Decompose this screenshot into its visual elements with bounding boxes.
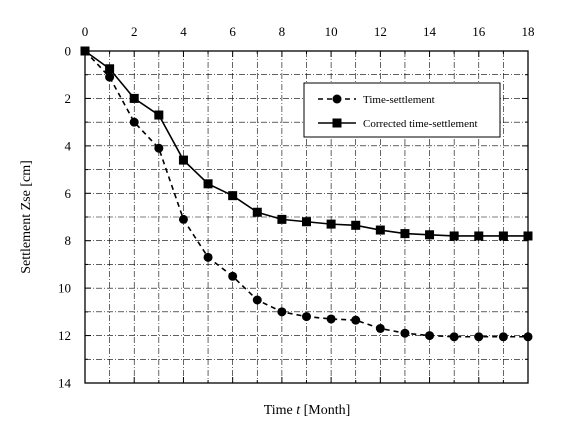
x-axis-title: Time t [Month] [264, 403, 351, 418]
x-tick-label: 2 [131, 24, 138, 39]
y-tick-label: 14 [58, 376, 72, 391]
y-tick-label: 4 [65, 138, 72, 153]
data-point-corrected-time-settlement [129, 93, 139, 103]
data-point-corrected-time-settlement [105, 64, 115, 74]
data-point-time-settlement [400, 328, 410, 338]
data-point-corrected-time-settlement [498, 231, 508, 241]
data-point-time-settlement [178, 214, 188, 224]
data-point-corrected-time-settlement [203, 179, 213, 189]
legend-marker-time-settlement [332, 94, 342, 104]
data-point-time-settlement [228, 271, 238, 281]
x-tick-label: 18 [522, 24, 535, 39]
data-point-time-settlement [449, 332, 459, 342]
data-point-time-settlement [425, 331, 435, 341]
legend-box [303, 82, 501, 138]
x-tick-label: 10 [325, 24, 338, 39]
data-point-time-settlement [154, 143, 164, 153]
y-axis-title: Settlement Zse [cm] [19, 160, 34, 274]
y-tick-label: 8 [65, 233, 72, 248]
data-point-time-settlement [302, 312, 311, 322]
data-point-corrected-time-settlement [302, 217, 311, 227]
x-tick-label: 14 [423, 24, 437, 39]
y-tick-label: 12 [58, 328, 71, 343]
data-point-corrected-time-settlement [400, 229, 410, 239]
data-point-time-settlement [203, 252, 213, 262]
data-point-time-settlement [105, 72, 115, 82]
data-point-corrected-time-settlement [474, 231, 484, 241]
data-point-time-settlement [277, 307, 287, 317]
x-axis-title-unit: [Month] [300, 403, 350, 418]
y-tick-label: 2 [65, 91, 72, 106]
data-point-corrected-time-settlement [449, 231, 459, 241]
legend-label-time-settlement: Time-settlement [363, 94, 435, 106]
data-point-corrected-time-settlement [252, 207, 262, 217]
legend-marker-corrected [332, 118, 342, 128]
x-axis-title-variable: t [296, 403, 301, 418]
data-point-time-settlement [498, 332, 508, 342]
data-point-corrected-time-settlement [277, 214, 287, 224]
data-point-corrected-time-settlement [154, 110, 164, 120]
data-point-time-settlement [351, 315, 361, 325]
data-point-corrected-time-settlement [351, 220, 361, 230]
y-tick-label: 10 [58, 281, 71, 296]
legend: Time-settlement Corrected time-settlemen… [303, 82, 501, 138]
x-tick-label: 16 [472, 24, 486, 39]
data-point-corrected-time-settlement [425, 230, 435, 240]
x-tick-label: 4 [180, 24, 187, 39]
y-tick-label: 0 [65, 44, 72, 59]
legend-label-corrected: Corrected time-settlement [363, 118, 478, 130]
x-axis-title-prefix: Time [264, 403, 297, 418]
data-point-corrected-time-settlement [228, 191, 238, 201]
data-point-time-settlement [474, 332, 484, 342]
data-point-corrected-time-settlement [178, 155, 188, 165]
data-point-time-settlement [326, 314, 336, 324]
data-point-corrected-time-settlement [375, 225, 385, 235]
data-point-corrected-time-settlement [523, 231, 533, 241]
x-tick-label: 12 [374, 24, 387, 39]
data-point-corrected-time-settlement [326, 219, 336, 229]
series-layer [80, 46, 533, 342]
data-point-time-settlement [252, 295, 262, 305]
y-tick-label: 6 [65, 186, 72, 201]
data-point-time-settlement [129, 117, 139, 127]
x-tick-label: 8 [279, 24, 286, 39]
data-point-time-settlement [375, 323, 385, 333]
data-point-corrected-time-settlement [80, 46, 90, 56]
x-tick-label: 6 [229, 24, 236, 39]
data-point-time-settlement [523, 332, 533, 342]
x-tick-label: 0 [82, 24, 89, 39]
